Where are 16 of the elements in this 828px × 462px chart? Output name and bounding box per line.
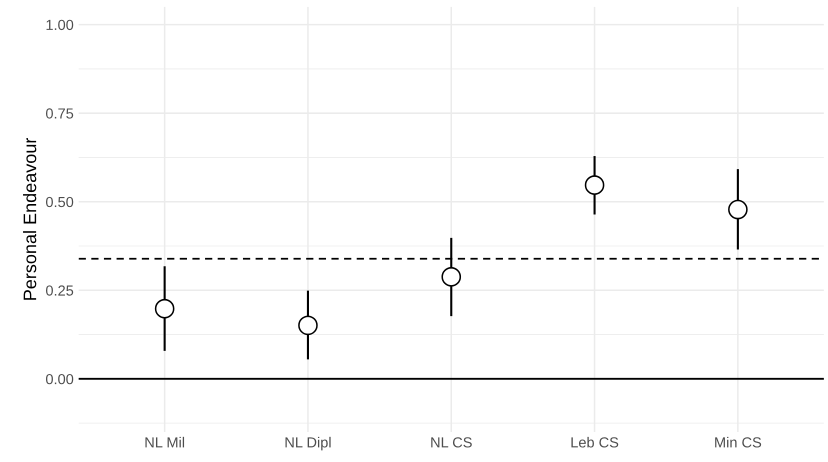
x-tick-label: Min CS — [715, 436, 762, 448]
y-tick-label: 0.00 — [46, 374, 74, 384]
y-axis-title: Personal Endeavour — [23, 138, 36, 300]
x-tick-label: NL Mil — [145, 436, 184, 448]
x-tick-label: Leb CS — [571, 436, 618, 448]
x-tick-label: NL Dipl — [286, 436, 331, 450]
point — [728, 200, 748, 220]
y-tick-label: 0.50 — [46, 196, 74, 208]
point — [441, 267, 462, 287]
point — [298, 316, 318, 336]
y-tick-label: 0.25 — [46, 285, 74, 296]
y-tick-label: 1.00 — [46, 20, 74, 30]
x-tick-label: NL CS — [431, 437, 472, 448]
y-tick-label: 0.75 — [46, 108, 74, 119]
point — [154, 298, 174, 318]
point — [584, 175, 604, 195]
